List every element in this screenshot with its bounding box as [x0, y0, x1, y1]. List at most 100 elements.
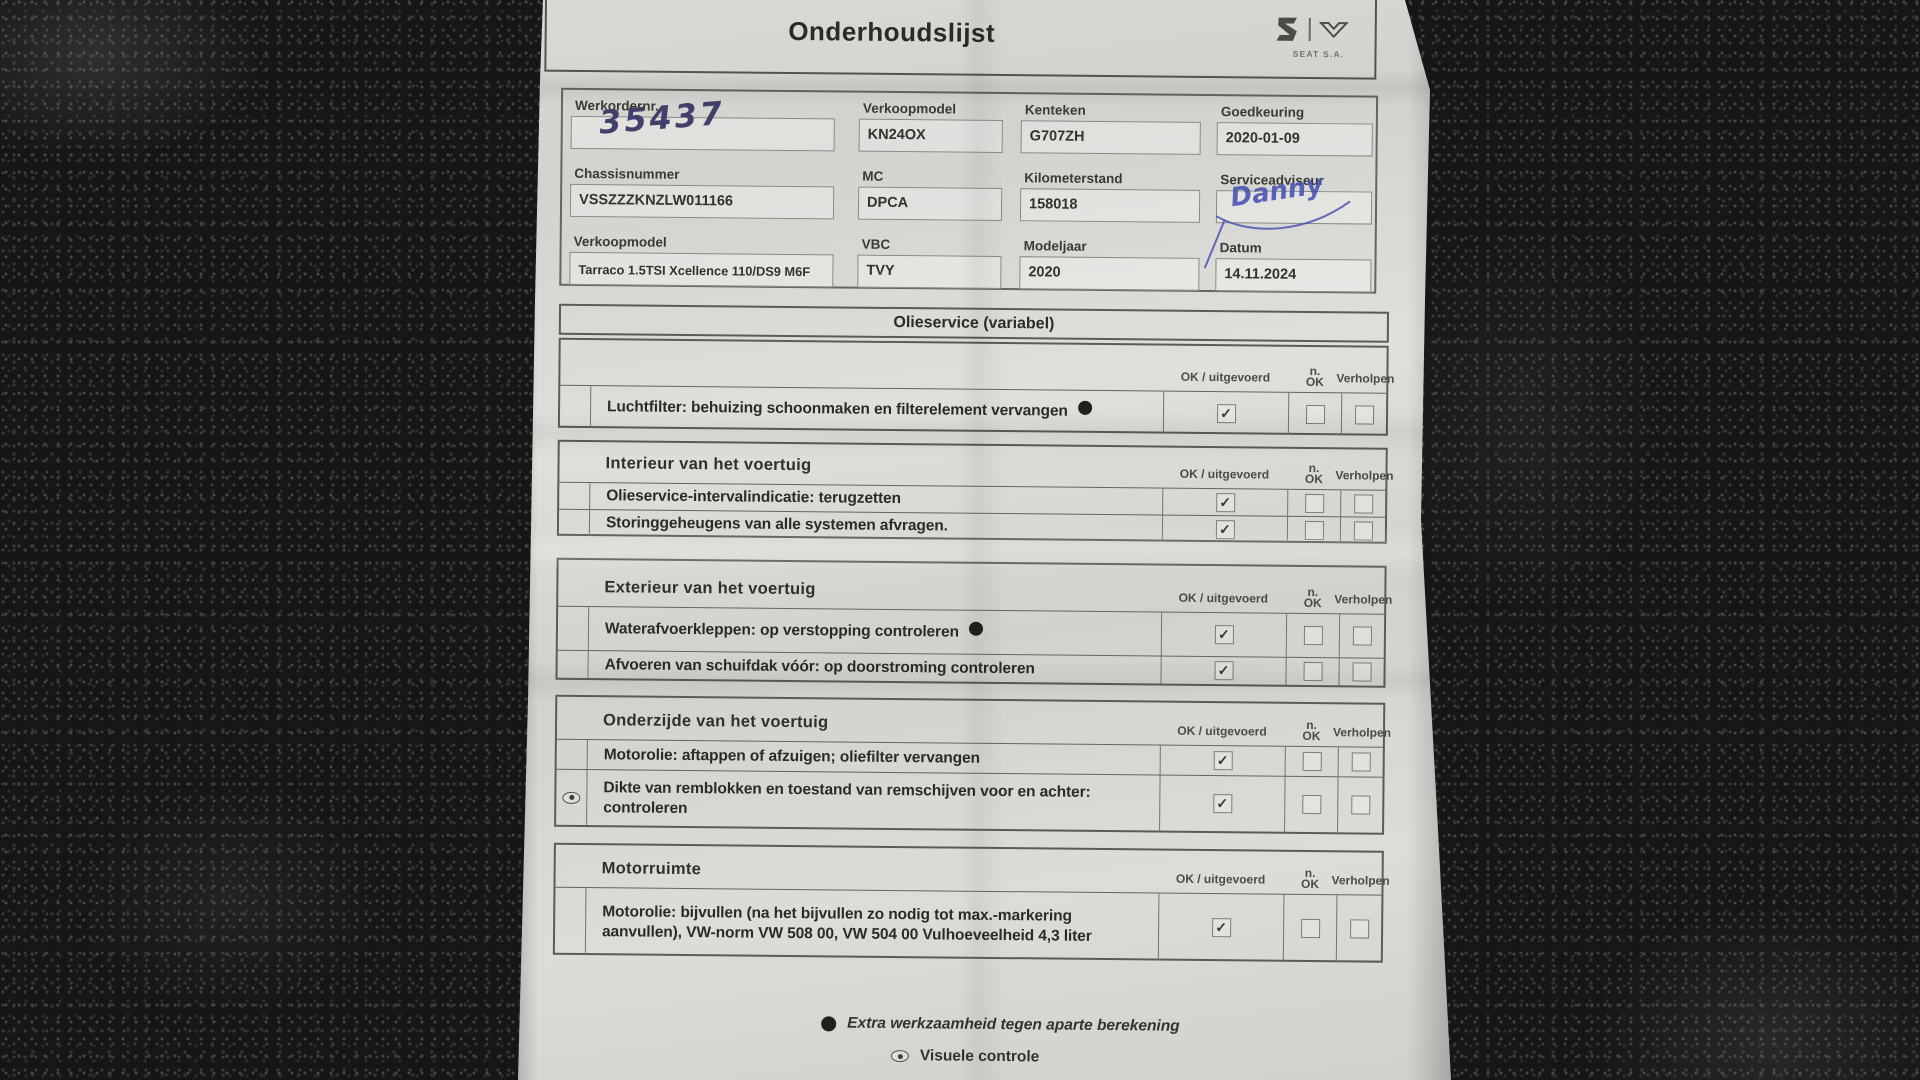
ok-cell: ✓ [1159, 775, 1285, 832]
row-icon-cell [559, 385, 592, 429]
column-header-ok: OK / uitgevoerd [1177, 723, 1267, 739]
checkbox-verholpen[interactable] [1352, 626, 1372, 646]
column-header-ok: OK / uitgevoerd [1178, 590, 1269, 606]
column-header-verholpen: Verholpen [1335, 468, 1394, 483]
checkbox-nok[interactable] [1302, 661, 1323, 682]
checkbox-nok[interactable] [1302, 751, 1322, 772]
checkbox-verholpen[interactable] [1354, 404, 1374, 425]
column-header-verholpen: Verholpen [1331, 873, 1390, 888]
section-title: Interieur van het voertuig [605, 454, 812, 475]
nok-cell [1285, 613, 1340, 658]
checkbox-ok-checked[interactable]: ✓ [1214, 661, 1234, 681]
checkbox-nok[interactable] [1305, 404, 1325, 424]
checkbox-ok-checked[interactable]: ✓ [1214, 625, 1234, 645]
field-label-mc: MC [862, 168, 884, 184]
section-title: Exterieur van het voertuig [604, 578, 816, 599]
field-label-verkoopmodel-2: Verkoopmodel [573, 233, 667, 250]
nok-cell [1284, 746, 1338, 777]
seat-logo-icon [1276, 17, 1297, 41]
vbc-field[interactable]: TVY [857, 254, 1002, 290]
row-icon-cell [557, 606, 590, 651]
document-sheet: Onderhoudslijst SEAT S.A. Werkordernr. 3… [518, 0, 1451, 1080]
column-header-verholpen: Verholpen [1332, 725, 1392, 740]
checkbox-verholpen[interactable] [1349, 919, 1369, 939]
checkbox-verholpen[interactable] [1353, 520, 1373, 541]
visual-check-eye-icon [890, 1049, 909, 1063]
checkbox-nok[interactable] [1304, 520, 1324, 540]
table-row: Dikte van remblokken en toestand van rem… [556, 768, 1383, 833]
nok-cell [1287, 489, 1341, 517]
extra-work-dot-icon [968, 621, 984, 636]
task-label: Motorolie: bijvullen (na het bijvullen z… [601, 902, 1092, 945]
checkbox-ok-checked[interactable]: ✓ [1212, 794, 1232, 814]
legend-visual-check: Visuele controle [890, 1047, 1040, 1066]
cupra-logo-icon [1318, 21, 1349, 39]
brand-caption: SEAT S.A. [1292, 48, 1345, 60]
legend-visual-check-label: Visuele controle [919, 1047, 1040, 1066]
checkbox-ok-checked[interactable]: ✓ [1216, 403, 1236, 423]
checkbox-nok[interactable] [1304, 493, 1324, 513]
ok-cell: ✓ [1160, 612, 1287, 657]
column-header-verholpen: Verholpen [1334, 592, 1393, 607]
table-header: Exterieur van het voertuig OK / uitgevoe… [558, 560, 1392, 614]
verkoopmodel-field[interactable]: KN24OX [858, 118, 1003, 154]
goedkeuring-field[interactable]: 2020-01-09 [1216, 122, 1373, 157]
brand-box: SEAT S.A. [1269, 17, 1373, 59]
table-row: Waterafvoerkleppen: op verstopping contr… [557, 605, 1385, 658]
datum-field[interactable]: 14.11.2024 [1215, 258, 1372, 293]
extra-work-dot-icon [821, 1015, 837, 1031]
verkoopmodel-lang-field[interactable]: Tarraco 1.5TSI Xcellence 110/DS9 M6F [569, 251, 834, 288]
extra-work-dot-icon [1077, 400, 1092, 415]
verholpen-cell [1337, 777, 1383, 833]
checkbox-ok-checked[interactable]: ✓ [1215, 492, 1235, 512]
checkbox-verholpen[interactable] [1353, 493, 1373, 514]
task-label: Afvoeren van schuifdak vóór: op doorstro… [604, 655, 1035, 677]
field-label-goedkeuring: Goedkeuring [1220, 104, 1305, 120]
kenteken-field[interactable]: G707ZH [1020, 120, 1201, 155]
legend-extra-work: Extra werkzaamheid tegen aparte berekeni… [821, 1014, 1180, 1035]
nok-cell [1285, 657, 1339, 686]
table-olieservice: OK / uitgevoerd n. OK Verholpen Luchtfilt… [557, 337, 1395, 436]
verholpen-cell [1338, 614, 1385, 658]
checkbox-nok[interactable] [1301, 794, 1321, 815]
field-label-chassisnummer: Chassisnummer [574, 165, 680, 182]
checkbox-nok[interactable] [1303, 625, 1323, 646]
chassisnummer-field[interactable]: VSSZZZKNZLW011166 [569, 183, 835, 220]
checkbox-ok-checked[interactable]: ✓ [1211, 918, 1231, 938]
nok-cell [1284, 776, 1338, 833]
verholpen-cell [1340, 490, 1386, 517]
table-motorruimte: Motorruimte OK / uitgevoerd n. OK Verholp… [552, 842, 1390, 963]
logo-divider [1308, 17, 1311, 41]
checkbox-nok[interactable] [1300, 918, 1320, 939]
checkbox-verholpen[interactable] [1351, 662, 1372, 682]
nok-cell [1286, 516, 1341, 544]
mc-field[interactable]: DPCA [857, 186, 1003, 222]
verholpen-cell [1335, 895, 1382, 963]
nok-cell [1287, 392, 1342, 436]
checkbox-verholpen[interactable] [1351, 752, 1371, 772]
table-row: Motorolie: bijvullen (na het bijvullen z… [554, 886, 1382, 963]
table-header: OK / uitgevoerd n. OK Verholpen [560, 340, 1395, 393]
signature-flourish [1215, 200, 1351, 230]
field-label-kenteken: Kenteken [1024, 102, 1086, 118]
table-onderzijde: Onderzijde van het voertuig OK / uitgevo… [554, 694, 1391, 835]
title-box: Onderhoudslijst SEAT S.A. [544, 0, 1378, 80]
checkbox-ok-checked[interactable]: ✓ [1213, 751, 1233, 771]
field-label-kilometerstand: Kilometerstand [1024, 170, 1123, 187]
task-label: Dikte van remblokken en toestand van rem… [603, 778, 1091, 817]
ok-cell: ✓ [1161, 515, 1288, 543]
row-icon-cell [554, 887, 587, 956]
checkbox-verholpen[interactable] [1350, 795, 1370, 815]
field-label-modeljaar: Modeljaar [1023, 238, 1087, 254]
row-icon-cell [556, 769, 588, 826]
column-header-ok: OK / uitgevoerd [1175, 871, 1266, 887]
row-icon-cell [558, 509, 591, 537]
page-title: Onderhoudslijst [788, 15, 996, 48]
column-header-ok: OK / uitgevoerd [1180, 369, 1271, 385]
checkbox-ok-checked[interactable]: ✓ [1215, 519, 1235, 539]
kilometerstand-field[interactable]: 158018 [1019, 188, 1201, 223]
ok-cell: ✓ [1157, 893, 1284, 962]
field-label-verkoopmodel-1: Verkoopmodel [862, 100, 957, 117]
verholpen-cell [1338, 658, 1384, 686]
modeljaar-field[interactable]: 2020 [1019, 256, 1200, 291]
